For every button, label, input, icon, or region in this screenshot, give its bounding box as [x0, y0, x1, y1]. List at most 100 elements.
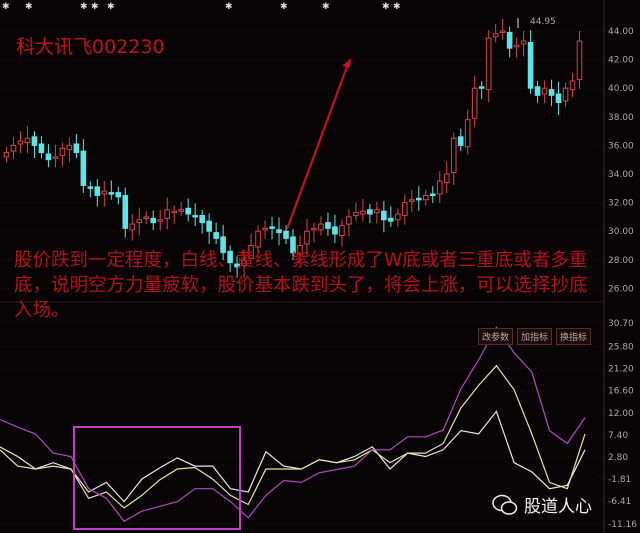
price-tick-label: 38.00: [608, 113, 634, 123]
candle-body: [66, 144, 73, 151]
candle-body: [569, 80, 576, 91]
candle-body: [332, 226, 338, 235]
candle-body: [395, 213, 401, 221]
candle-body: [24, 137, 31, 144]
candle-body: [576, 40, 583, 81]
watermark: 股道人心: [492, 492, 592, 517]
candle-body: [87, 186, 94, 189]
indicator-tick-label: -11.16: [608, 520, 637, 530]
indicator-tick-label: 7.40: [608, 431, 628, 441]
event-marker-icon: ✱: [280, 2, 288, 12]
candle-body: [408, 199, 415, 202]
candle-body: [227, 250, 233, 264]
indicator-tick-label: 25.80: [608, 343, 634, 353]
event-marker-icon: ✱: [225, 2, 233, 12]
candle-body: [513, 44, 520, 48]
candle-body: [422, 194, 429, 201]
candle-body: [339, 224, 345, 236]
candle-body: [353, 212, 359, 216]
candle-body: [150, 217, 157, 224]
candle-body: [562, 87, 569, 102]
candle-body: [122, 194, 129, 229]
candle-body: [443, 173, 450, 184]
price-tick-label: 26.00: [608, 284, 634, 294]
indicator-tick-label: 2.80: [608, 453, 628, 463]
annotation-text: 股价跌到一定程度，白线、黄线、紫线形成了W底或者三重底或者多重底，说明空方力量疲…: [14, 250, 588, 321]
add-indicator-button[interactable]: 加指标: [517, 328, 553, 345]
price-tick-label: 36.00: [608, 141, 634, 151]
yellow-indicator-line: [0, 364, 586, 509]
candle-body: [325, 222, 331, 229]
candle-body: [101, 190, 108, 195]
candle-body: [178, 209, 184, 212]
price-tick-label: 28.00: [608, 256, 634, 266]
candle-body: [262, 227, 268, 231]
candle-body: [199, 214, 205, 224]
event-marker-icon: ✱: [25, 2, 33, 12]
event-marker-icon: ✱: [91, 2, 99, 12]
candle-body: [192, 214, 198, 218]
candle-body: [31, 136, 38, 146]
candle-body: [115, 192, 122, 198]
candle-body: [220, 236, 226, 254]
indicator-tick-label: 12.00: [608, 409, 634, 419]
candle-body: [499, 30, 506, 33]
candle-body: [108, 192, 115, 195]
candle-body: [506, 31, 513, 49]
candle-body: [402, 202, 408, 216]
candle-body: [415, 197, 422, 201]
price-tick-label: 42.00: [608, 56, 634, 66]
candle-body: [45, 153, 52, 161]
event-marker-icon: ✱: [107, 2, 115, 12]
candle-body: [3, 152, 10, 158]
candle-body: [248, 245, 254, 259]
candle-body: [541, 87, 548, 95]
watermark-text: 股道人心: [524, 497, 592, 517]
candle-body: [318, 223, 324, 231]
candle-body: [548, 89, 555, 96]
price-tick-label: 30.00: [608, 227, 634, 237]
candle-body: [94, 186, 101, 196]
candle-body: [241, 259, 247, 267]
switch-indicator-button[interactable]: 换指标: [556, 328, 592, 345]
candle-body: [283, 230, 289, 239]
candle-body: [388, 217, 394, 222]
candle-body: [38, 143, 45, 154]
indicator-tick-label: 16.60: [608, 387, 634, 397]
candle-body: [464, 119, 471, 148]
candle-body: [367, 209, 373, 215]
candle-body: [360, 210, 366, 215]
candle-body: [59, 147, 66, 156]
candle-body: [143, 216, 150, 219]
candle-body: [485, 37, 492, 91]
candle-body: [10, 144, 17, 152]
wechat-icon: [492, 494, 518, 515]
event-marker-icon: ✱: [393, 2, 401, 12]
candle-body: [478, 86, 485, 89]
indicator-tick-label: -1.81: [608, 475, 631, 485]
event-marker-icon: ✱: [80, 2, 88, 12]
candle-body: [555, 93, 562, 103]
candle-body: [346, 216, 352, 225]
candle-body: [381, 210, 387, 221]
indicator-tick-label: 21.20: [608, 365, 634, 375]
candle-body: [304, 230, 310, 245]
candle-body: [534, 86, 541, 96]
event-marker-icon: ✱: [322, 2, 330, 12]
candle-body: [436, 180, 443, 195]
event-marker-icon: ✱: [382, 2, 390, 12]
candle-body: [429, 193, 436, 197]
indicator-tick-label: -6.41: [608, 497, 631, 507]
max-price-label: 44.95: [530, 17, 556, 27]
candle-body: [471, 87, 478, 119]
candle-body: [164, 209, 171, 219]
candle-body: [492, 33, 499, 38]
candle-body: [17, 140, 24, 145]
edit-params-button[interactable]: 改参数: [478, 328, 514, 345]
candle-body: [80, 150, 87, 186]
candle-body: [213, 232, 219, 239]
price-tick-label: 34.00: [608, 170, 634, 180]
price-tick-label: 40.00: [608, 84, 634, 94]
trend-arrow: [285, 63, 350, 230]
candle-body: [450, 137, 457, 174]
